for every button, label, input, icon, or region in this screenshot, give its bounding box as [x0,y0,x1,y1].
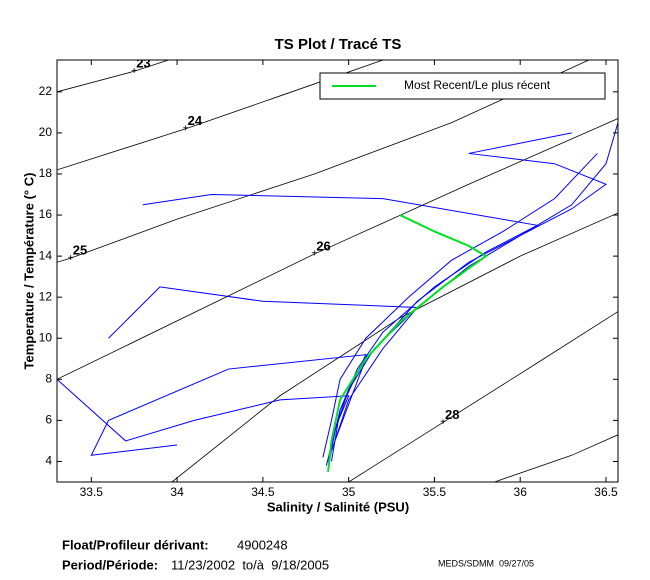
profile-line [322,153,598,458]
contour-label: 28 [445,407,459,422]
y-tick-label: 14 [39,248,53,262]
period-label: Period/Période: [62,557,158,572]
density-contour [57,60,590,263]
contour-label: 25 [73,243,87,258]
y-tick-label: 16 [39,207,53,221]
profile-line [327,214,488,472]
y-tick-label: 6 [45,413,52,427]
density-contour [494,434,618,482]
x-tick-label: 34.5 [251,485,275,499]
contour-marker: + [68,253,74,264]
density-contour [171,212,618,482]
density-contour [57,118,618,380]
plot-area: 23+24+25+26+28+ [57,56,618,482]
y-tick-label: 8 [45,371,52,385]
legend-label: Most Recent/Le plus récent [404,78,551,92]
contour-marker: + [311,249,317,260]
profile-line [108,286,419,452]
density-contour [348,311,618,482]
credit: MEDS/SDMM 09/27/05 [438,558,534,568]
profile-line [142,194,539,462]
y-tick-label: 22 [39,84,53,98]
contour-label: 26 [316,238,330,253]
contour-marker: + [183,123,189,134]
y-tick-label: 18 [39,166,53,180]
x-tick-label: 36 [514,485,528,499]
y-tick-label: 12 [39,289,53,303]
float-id: 4900248 [237,537,288,552]
profile-line [327,122,618,470]
profile-line [334,132,608,442]
contour-label: 24 [188,113,203,128]
x-tick-label: 36.5 [594,485,618,499]
contour-marker: + [440,417,446,428]
density-contour [57,60,169,93]
y-tick-label: 20 [39,125,53,139]
x-axis-label: Salinity / Salinité (PSU) [267,499,409,514]
contour-label: 23 [136,56,150,71]
chart-title: TS Plot / Tracé TS [275,36,402,53]
float-label: Float/Profileur dérivant: [62,537,209,552]
y-tick-label: 4 [45,454,52,468]
profile-line [57,378,350,466]
profile-line [90,354,367,462]
axes-box [56,59,619,483]
x-tick-label: 34 [170,485,184,499]
x-tick-label: 33.5 [80,485,104,499]
period: 11/23/2002 to/à 9/18/2005 [171,557,329,572]
x-tick-label: 35.5 [423,485,447,499]
contour-marker: + [131,66,137,77]
y-axis-label: Temperature / Température (° C) [21,173,36,370]
y-tick-label: 10 [39,330,53,344]
x-tick-label: 35 [342,485,356,499]
